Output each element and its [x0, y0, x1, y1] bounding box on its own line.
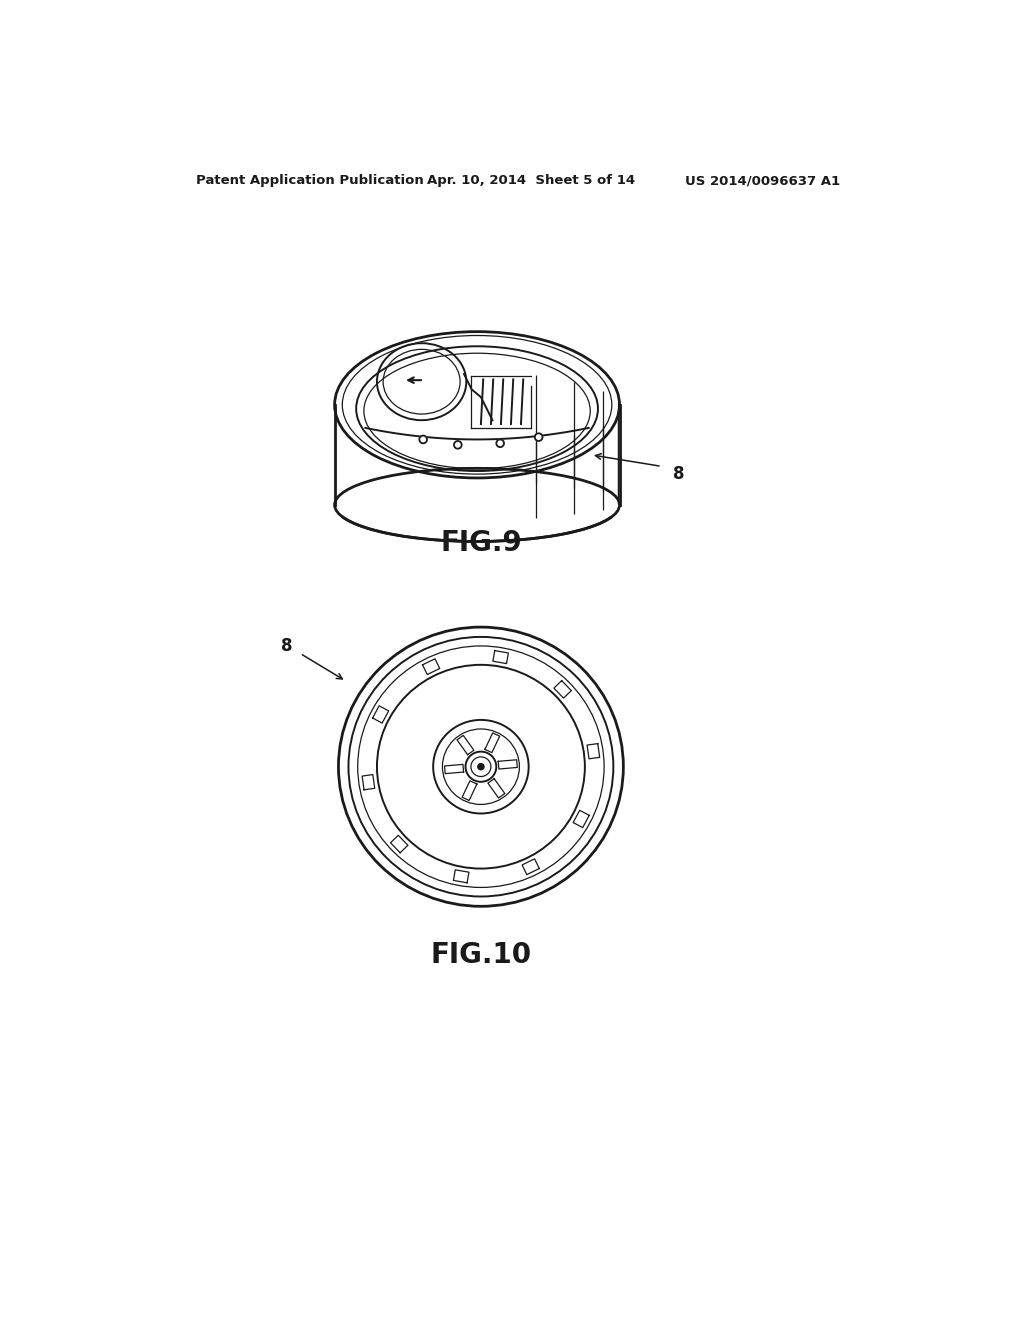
Circle shape	[454, 441, 462, 449]
Circle shape	[478, 763, 484, 770]
Text: US 2014/0096637 A1: US 2014/0096637 A1	[685, 174, 840, 187]
Text: 8: 8	[281, 636, 292, 655]
Circle shape	[419, 436, 427, 444]
Text: Apr. 10, 2014  Sheet 5 of 14: Apr. 10, 2014 Sheet 5 of 14	[427, 174, 635, 187]
Circle shape	[535, 433, 543, 441]
Text: Patent Application Publication: Patent Application Publication	[196, 174, 424, 187]
Text: FIG.10: FIG.10	[430, 941, 531, 969]
Circle shape	[497, 440, 504, 447]
Text: 8: 8	[674, 465, 685, 483]
Text: FIG.9: FIG.9	[440, 529, 522, 557]
